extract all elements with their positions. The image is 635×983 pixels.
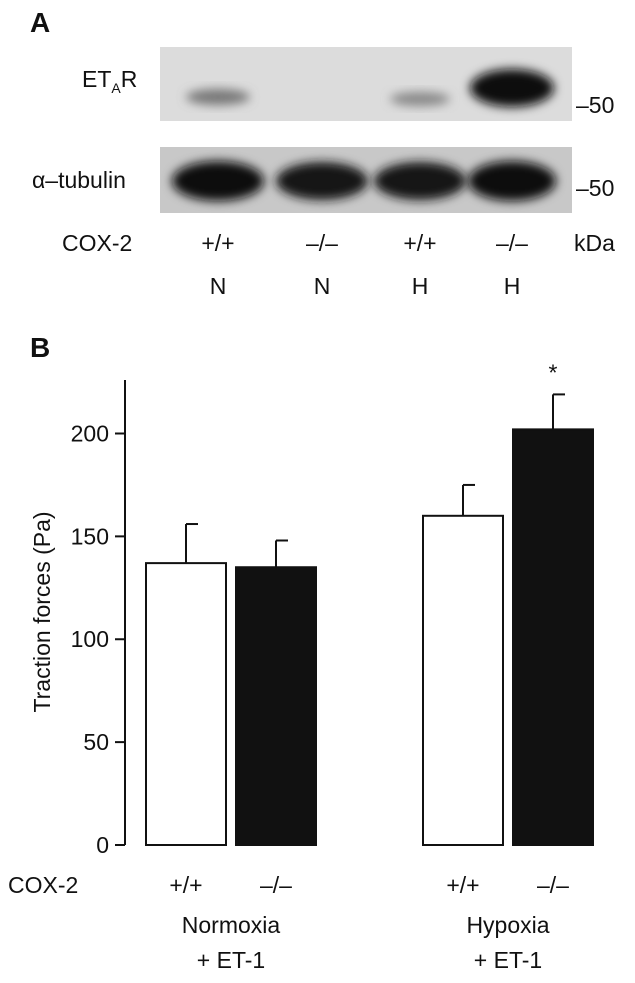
- x-category-label: + ET-1: [474, 947, 542, 973]
- series-label: –/–: [537, 872, 569, 898]
- x-axis-label: COX-2: [8, 872, 78, 898]
- x-category-label: Hypoxia: [466, 912, 549, 938]
- panel-label: A: [30, 7, 50, 38]
- genotype: –/–: [496, 230, 528, 256]
- size-marker: –50: [576, 92, 614, 118]
- y-tick-label: 50: [83, 729, 109, 755]
- series-label: –/–: [260, 872, 292, 898]
- y-tick-label: 0: [96, 832, 109, 858]
- row-label-part: A: [111, 80, 121, 96]
- genotype-label: COX-2: [62, 230, 132, 256]
- row-label-part: R: [121, 66, 138, 92]
- bar: [235, 566, 317, 846]
- blot-band: [172, 161, 264, 201]
- genotype: +/+: [201, 230, 234, 256]
- bar: [145, 562, 227, 846]
- blot-band: [276, 162, 368, 200]
- blot-band: [470, 69, 554, 107]
- series-label: +/+: [446, 872, 479, 898]
- blot-band: [390, 92, 450, 106]
- blot-band: [468, 161, 556, 201]
- significance-marker: *: [549, 359, 558, 385]
- y-tick-label: 200: [71, 420, 109, 446]
- y-tick-label: 150: [71, 523, 109, 549]
- size-marker: –50: [576, 175, 614, 201]
- series-label: +/+: [169, 872, 202, 898]
- condition: N: [210, 273, 227, 299]
- genotype: –/–: [306, 230, 338, 256]
- unit: kDa: [574, 230, 615, 256]
- x-category-label: Normoxia: [182, 912, 281, 938]
- y-axis-label: Traction forces (Pa): [29, 511, 55, 712]
- row-label: α–tubulin: [32, 167, 126, 193]
- panel-label: B: [30, 332, 50, 363]
- row-label: ETAR: [82, 66, 137, 96]
- blot-band: [374, 162, 466, 200]
- y-tick-label: 100: [71, 626, 109, 652]
- condition: H: [504, 273, 521, 299]
- blot-band: [186, 89, 250, 105]
- bar: [512, 428, 594, 846]
- x-category-label: + ET-1: [197, 947, 265, 973]
- bar: [422, 514, 504, 846]
- row-label-part: ET: [82, 66, 111, 92]
- condition: N: [314, 273, 331, 299]
- genotype: +/+: [403, 230, 436, 256]
- condition: H: [412, 273, 429, 299]
